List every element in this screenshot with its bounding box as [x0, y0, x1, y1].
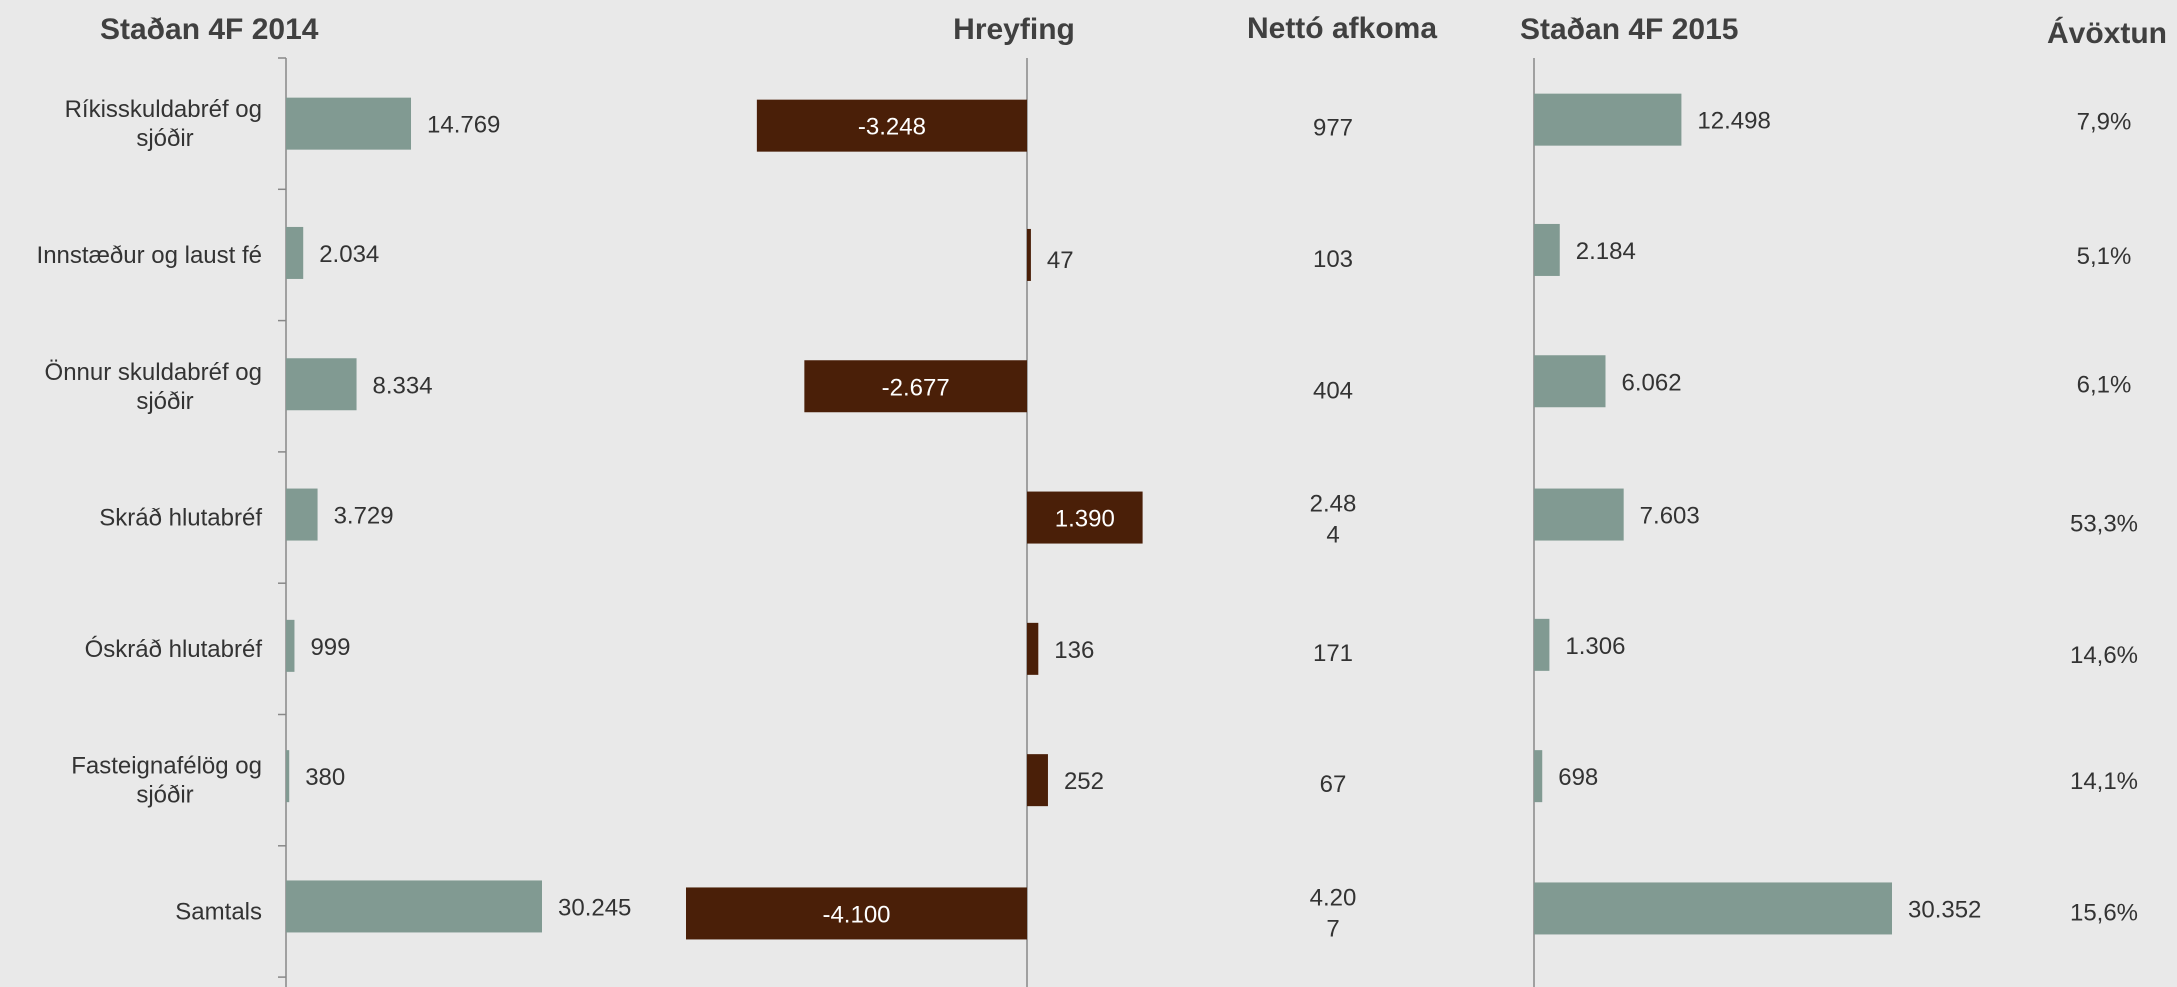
- label-hreyfing: -2.677: [882, 374, 950, 401]
- bar-hreyfing: [804, 360, 1027, 413]
- category-label: Fasteignafélög og: [71, 753, 262, 780]
- bar-stada-2014: [286, 619, 295, 672]
- category-label: Ríkisskuldabréf og: [65, 96, 262, 123]
- label-netto-afkoma: 2.48: [1310, 491, 1357, 518]
- label-stada-2014: 14.769: [427, 112, 500, 139]
- label-stada-2015: 30.352: [1908, 896, 1981, 923]
- bar-stada-2015: [1534, 223, 1560, 276]
- label-stada-2014: 380: [305, 764, 345, 791]
- header-stada-2015: Staðan 4F 2015: [1520, 13, 1738, 46]
- header-stada-2014: Staðan 4F 2014: [100, 13, 319, 46]
- category-label: sjóðir: [136, 388, 193, 415]
- label-hreyfing: -4.100: [822, 901, 890, 928]
- label-netto-afkoma: 103: [1313, 246, 1353, 273]
- label-stada-2014: 999: [310, 634, 350, 661]
- label-netto-afkoma: 4: [1326, 522, 1339, 549]
- label-netto-afkoma: 4.20: [1310, 884, 1357, 911]
- header-avoxtun: Ávöxtun: [2047, 16, 2167, 50]
- label-netto-afkoma: 67: [1320, 771, 1347, 798]
- bar-hreyfing: [1027, 228, 1031, 281]
- bar-stada-2014: [286, 226, 304, 279]
- bar-stada-2014: [286, 880, 542, 933]
- bar-hreyfing: [756, 99, 1027, 152]
- bar-hreyfing: [686, 887, 1027, 940]
- label-stada-2014: 3.729: [334, 503, 394, 530]
- label-stada-2014: 30.245: [558, 894, 631, 921]
- label-stada-2015: 12.498: [1697, 108, 1770, 135]
- bar-stada-2014: [286, 750, 290, 803]
- label-netto-afkoma: 404: [1313, 377, 1353, 404]
- bar-hreyfing: [1027, 754, 1048, 807]
- label-avoxtun: 53,3%: [2070, 511, 2138, 538]
- label-stada-2015: 1.306: [1565, 633, 1625, 660]
- category-label: Önnur skuldabréf og: [45, 359, 262, 386]
- bar-stada-2014: [286, 97, 412, 150]
- label-avoxtun: 15,6%: [2070, 899, 2138, 926]
- bar-stada-2015: [1534, 488, 1624, 541]
- label-netto-afkoma: 171: [1313, 640, 1353, 667]
- bar-hreyfing: [1027, 491, 1143, 544]
- label-stada-2014: 2.034: [319, 241, 379, 268]
- axis-2014-ticks: [278, 57, 286, 978]
- label-stada-2015: 6.062: [1622, 369, 1682, 396]
- bar-stada-2014: [286, 358, 357, 411]
- label-stada-2015: 2.184: [1576, 238, 1636, 265]
- label-avoxtun: 7,9%: [2077, 109, 2132, 136]
- header-hreyfing: Hreyfing: [953, 13, 1075, 46]
- label-netto-afkoma: 7: [1326, 915, 1339, 942]
- label-hreyfing: -3.248: [858, 114, 926, 141]
- label-hreyfing: 252: [1064, 768, 1104, 795]
- bar-stada-2015: [1534, 618, 1550, 671]
- bar-stada-2015: [1534, 882, 1892, 935]
- header-netto-afkoma: Nettó afkoma: [1247, 12, 1437, 45]
- label-stada-2015: 7.603: [1640, 503, 1700, 530]
- category-label: Innstæður og laust fé: [37, 242, 262, 269]
- bar-stada-2015: [1534, 750, 1543, 803]
- label-netto-afkoma: 977: [1313, 115, 1353, 142]
- label-stada-2014: 8.334: [373, 372, 433, 399]
- label-avoxtun: 6,1%: [2077, 371, 2132, 398]
- label-avoxtun: 14,6%: [2070, 642, 2138, 669]
- bar-stada-2015: [1534, 93, 1682, 146]
- label-hreyfing: 1.390: [1055, 506, 1115, 533]
- label-stada-2015: 698: [1558, 764, 1598, 791]
- label-avoxtun: 14,1%: [2070, 768, 2138, 795]
- label-hreyfing: 136: [1054, 637, 1094, 664]
- category-label: sjóðir: [136, 782, 193, 809]
- category-label: sjóðir: [136, 125, 193, 152]
- category-label: Óskráð hlutabréf: [85, 636, 263, 663]
- category-label: Samtals: [175, 898, 262, 925]
- bar-hreyfing: [1027, 622, 1039, 675]
- label-avoxtun: 5,1%: [2077, 243, 2132, 270]
- bar-stada-2014: [286, 488, 318, 541]
- label-hreyfing: 47: [1047, 247, 1074, 274]
- category-label: Skráð hlutabréf: [99, 505, 262, 532]
- bar-stada-2015: [1534, 355, 1606, 408]
